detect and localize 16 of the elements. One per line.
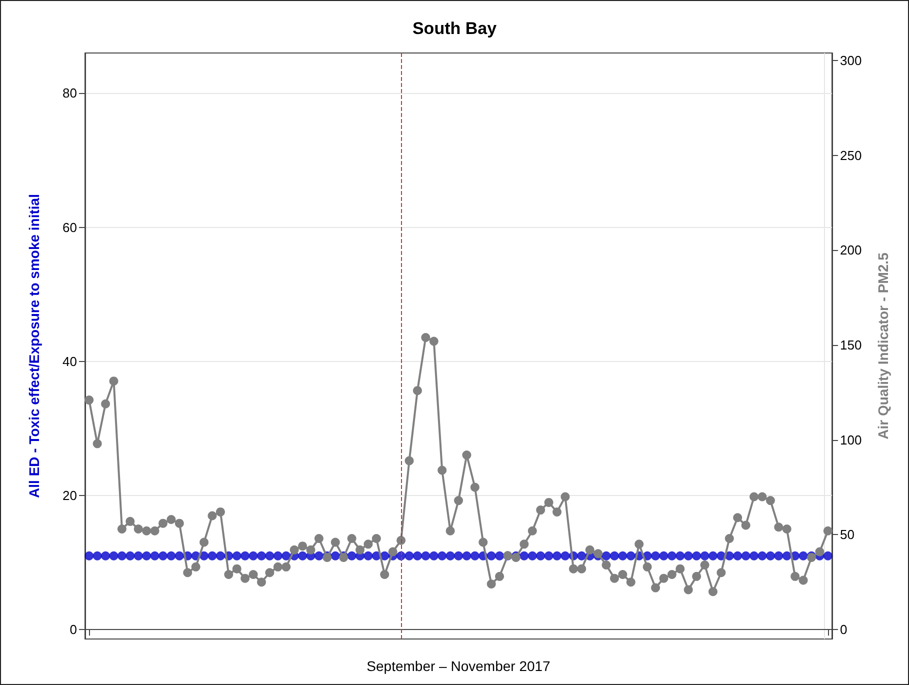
y2-tick-label: 150 [840,338,862,353]
y2-tick-label: 50 [840,527,854,542]
y-tick-label: 80 [62,86,77,101]
y-tick-label: 0 [70,622,77,638]
y2-tick-label: 200 [840,242,862,258]
y-tick-label: 40 [62,354,77,369]
y2-tick-label: 300 [840,53,862,68]
y2-tick-label: 100 [840,432,862,448]
y-axis-title: All ED - Toxic effect/Exposure to smoke initial [26,194,42,498]
y2-tick-label: 0 [840,622,848,638]
y-tick-label: 60 [62,220,77,235]
chart-title: South Bay [412,19,498,38]
y-tick-label: 20 [62,488,77,504]
y2-axis-title: Air Quality Indicator - PM2.5 [875,252,891,440]
y2-tick-label: 250 [840,148,862,163]
x-axis-title: September – November 2017 [366,658,551,674]
